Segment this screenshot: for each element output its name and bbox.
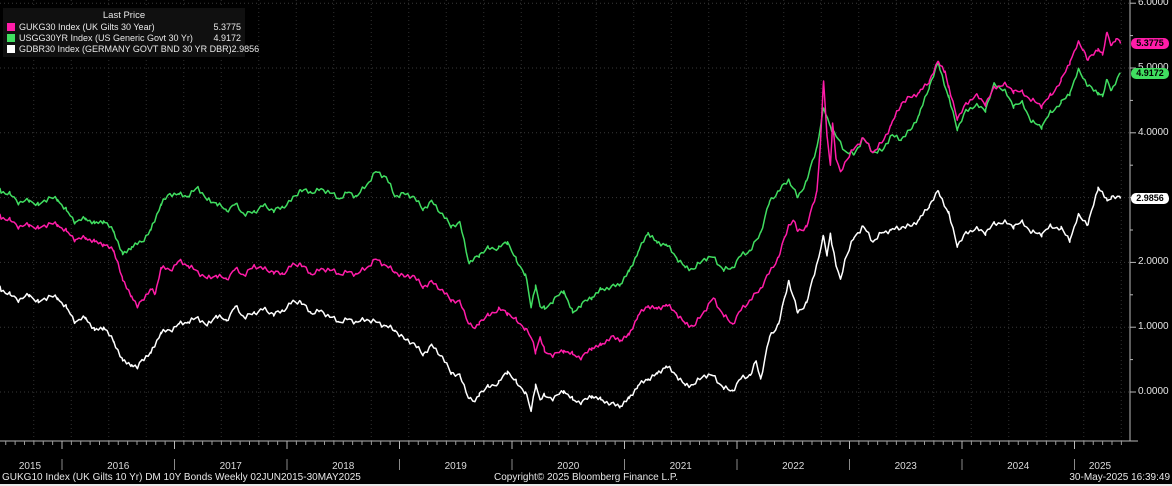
x-axis-year-label: 2018 <box>332 461 355 472</box>
y-axis-label: 1.0000 <box>1138 321 1169 333</box>
x-axis-year-label: 2023 <box>894 461 917 472</box>
x-axis-year-label: 2019 <box>444 461 467 472</box>
status-bar: GUKG10 Index (UK Gilts 10 Yr) DM 10Y Bon… <box>0 472 1172 484</box>
gukg30-color-swatch-icon <box>7 23 15 31</box>
x-axis-year-label: 2017 <box>219 461 242 472</box>
x-axis-year-label: 2025 <box>1088 461 1112 472</box>
legend-value: 5.3775 <box>213 22 241 32</box>
legend-label: GDBR30 Index (GERMANY GOVT BND 30 YR DBR… <box>19 44 232 54</box>
x-axis-year-label: 2016 <box>107 461 130 472</box>
chart-legend: Last Price GUKG30 Index (UK Gilts 30 Yea… <box>3 8 259 57</box>
legend-item-gdbr30[interactable]: GDBR30 Index (GERMANY GOVT BND 30 YR DBR… <box>7 44 259 54</box>
y-axis-label: 5.0000 <box>1138 63 1169 73</box>
x-axis-year-label: 2015 <box>18 461 42 472</box>
series-line-gdbr30 <box>0 186 1122 413</box>
last-price-badge: 4.9172 <box>1131 67 1169 79</box>
y-axis-label: 0.0000 <box>1138 386 1169 397</box>
x-axis-year-label: 2020 <box>557 461 580 472</box>
x-axis-year-label: 2022 <box>782 461 805 472</box>
legend-value: 2.9856 <box>231 44 260 54</box>
x-axis-year-label: 2024 <box>1007 461 1030 472</box>
y-axis-label: 6.0000 <box>1138 0 1169 9</box>
legend-value: 4.9172 <box>213 33 241 43</box>
usgg30yr-color-swatch-icon <box>7 34 15 42</box>
series-line-gukg30 <box>0 31 1122 361</box>
gdbr30-color-swatch-icon <box>7 45 15 53</box>
last-price-badge: 5.3775 <box>1131 38 1169 50</box>
legend-title: Last Price <box>102 10 146 21</box>
status-security-text: GUKG10 Index (UK Gilts 10 Yr) DM 10Y Bon… <box>2 472 361 483</box>
bottom-divider <box>0 484 1172 486</box>
y-axis-label: 4.0000 <box>1138 126 1169 138</box>
y-axis-label: 2.0000 <box>1138 256 1169 268</box>
status-copyright-text: Copyright© 2025 Bloomberg Finance L.P. <box>494 472 678 483</box>
legend-item-gukg30[interactable]: GUKG30 Index (UK Gilts 30 Year) 5.3775 <box>7 22 241 32</box>
legend-item-usgg30yr[interactable]: USGG30YR Index (US Generic Govt 30 Yr) 4… <box>7 33 241 43</box>
x-axis-year-label: 2021 <box>669 461 692 472</box>
status-timestamp-text: 30-May-2025 16:39:49 <box>1069 472 1170 483</box>
last-price-badge: 2.9856 <box>1131 193 1169 205</box>
legend-label: USGG30YR Index (US Generic Govt 30 Yr) <box>19 33 193 43</box>
legend-label: GUKG30 Index (UK Gilts 30 Year) <box>19 22 155 32</box>
